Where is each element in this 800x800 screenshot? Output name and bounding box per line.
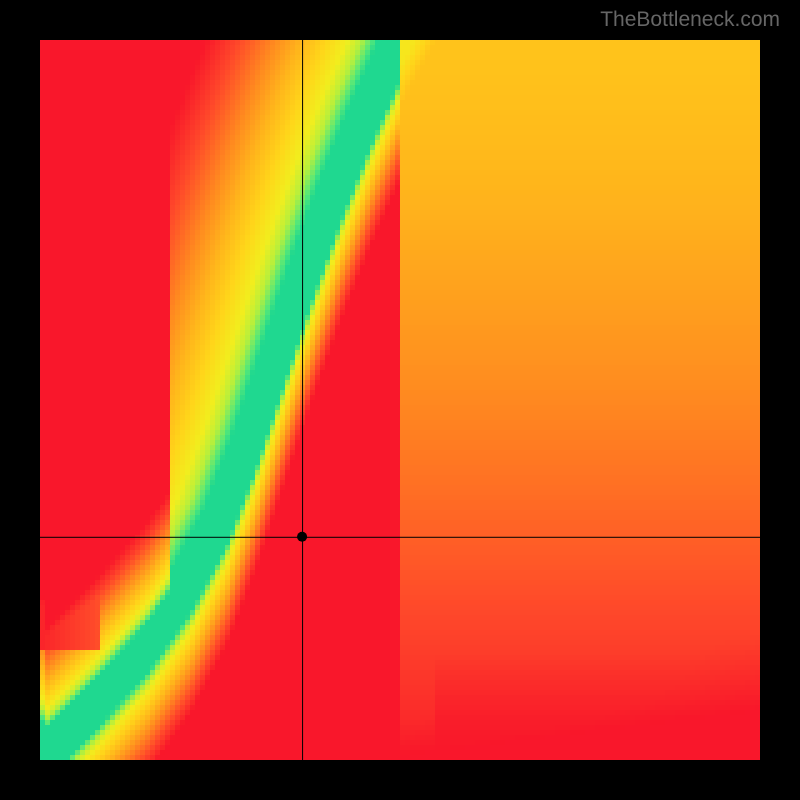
chart-container: TheBottleneck.com <box>0 0 800 800</box>
watermark-text: TheBottleneck.com <box>600 8 780 32</box>
heatmap-canvas <box>40 40 760 760</box>
heatmap-plot <box>40 40 760 760</box>
